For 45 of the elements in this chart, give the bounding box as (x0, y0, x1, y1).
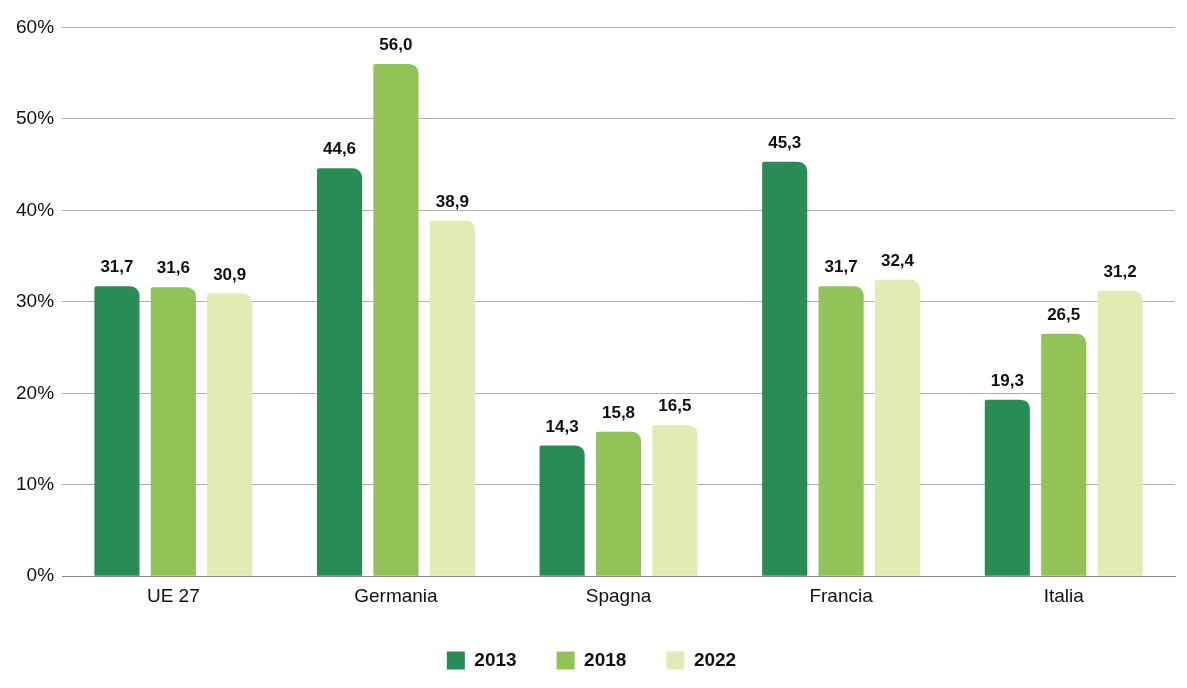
y-tick-label: 0% (26, 564, 55, 586)
x-tick-label: Italia (1043, 584, 1085, 606)
bar (984, 399, 1030, 576)
data-label: 56,0 (379, 35, 413, 55)
x-tick-label: Germania (354, 584, 439, 606)
bar (94, 286, 140, 576)
bar (373, 63, 419, 576)
y-tick-label: 20% (16, 381, 55, 403)
bar (429, 220, 475, 576)
bar (595, 431, 642, 576)
bar (207, 293, 253, 576)
data-label: 15,8 (601, 402, 636, 422)
y-tick-label: 40% (16, 198, 55, 220)
bar (762, 161, 808, 576)
x-tick-label: UE 27 (146, 584, 200, 606)
data-label: 44,6 (322, 139, 357, 159)
y-tick-label: 50% (16, 107, 55, 129)
data-label: 19,3 (990, 370, 1024, 390)
x-tick-label: Spagna (585, 584, 652, 606)
data-label: 14,3 (545, 416, 579, 436)
legend-label: 2013 (474, 648, 517, 670)
legend-label: 2022 (693, 648, 737, 670)
bar (539, 445, 585, 576)
data-label: 31,2 (1103, 262, 1137, 282)
bar (652, 425, 698, 576)
legend-label: 2018 (584, 648, 627, 670)
x-tick-label: Francia (809, 584, 874, 606)
data-label: 26,5 (1047, 305, 1081, 324)
bar (150, 287, 196, 576)
y-tick-label: 60% (16, 15, 55, 37)
data-label: 31,6 (156, 258, 190, 278)
bar (1097, 290, 1143, 576)
data-label: 30,9 (213, 264, 247, 284)
bar (874, 279, 921, 576)
data-label: 32,4 (880, 251, 915, 271)
y-tick-label: 30% (16, 290, 55, 312)
bar (818, 286, 864, 576)
data-label: 31,7 (100, 257, 134, 277)
data-label: 45,3 (768, 133, 802, 153)
data-label: 38,9 (435, 191, 469, 211)
bar (1041, 333, 1087, 576)
y-tick-label: 10% (16, 472, 55, 494)
bar (316, 168, 363, 576)
data-label: 31,7 (824, 257, 858, 277)
data-label: 16,5 (658, 396, 692, 416)
